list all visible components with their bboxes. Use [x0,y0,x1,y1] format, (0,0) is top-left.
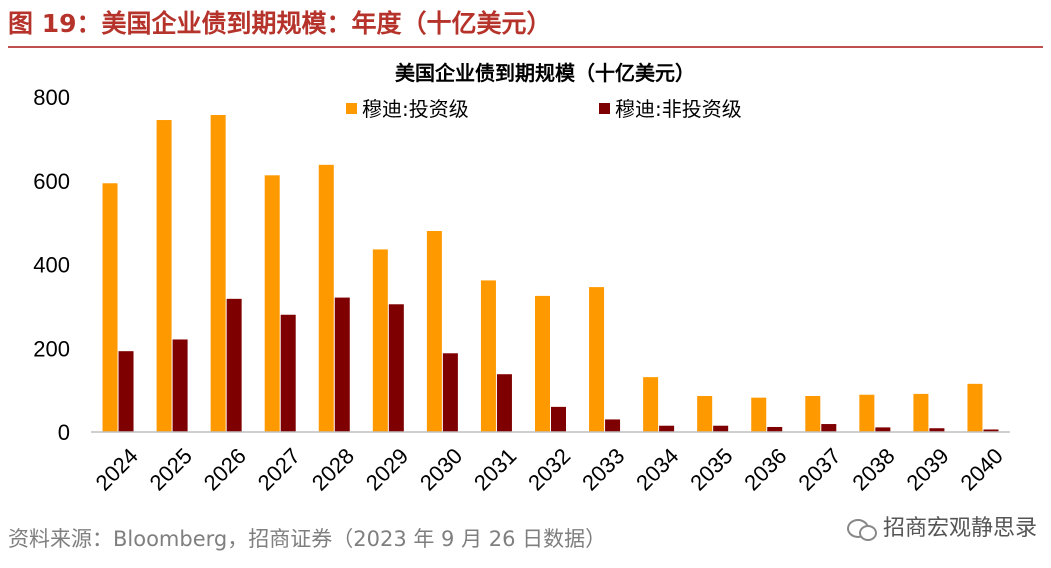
bar-investment-grade [210,115,226,432]
bar-high-yield [713,425,729,432]
bar-high-yield [118,351,134,432]
bar-investment-grade [264,175,280,432]
bar-high-yield [767,426,783,432]
x-tick-label: 2028 [307,443,359,495]
bar-high-yield [388,304,404,432]
bar-high-yield [280,314,296,432]
bar-investment-grade [480,280,496,432]
bar-investment-grade [156,120,172,432]
x-tick-label: 2027 [253,443,305,495]
title-divider [8,46,1043,48]
wechat-icon [846,517,877,541]
bar-investment-grade [372,249,388,432]
y-tick-label: 400 [33,253,70,278]
bars [102,115,999,432]
figure-title: 图 19：美国企业债到期规模：年度（十亿美元） [8,9,552,38]
bar-high-yield [551,406,566,432]
bar-investment-grade [102,183,118,432]
bar-investment-grade [318,164,334,432]
legend-label-high-yield: 穆迪:非投资级 [615,97,742,121]
y-axis: 0 200 400 600 800 [33,85,70,445]
bar-investment-grade [643,377,659,432]
x-axis: 2024 2025 2026 2027 2028 2029 2030 2031 2032 2033… [91,443,1008,495]
source-note: 资料来源：Bloomberg，招商证券（2023 年 9 月 26 日数据） [8,527,607,551]
bar-investment-grade [426,231,442,432]
watermark-text: 招商宏观静思录 [882,516,1037,541]
bar-high-yield [983,429,999,432]
x-tick-label: 2037 [793,443,845,495]
chart-title: 美国企业债到期规模（十亿美元） [395,61,695,85]
legend: 穆迪:投资级 穆迪:非投资级 [346,97,742,121]
x-tick-label: 2035 [685,443,737,495]
bar-investment-grade [805,395,821,432]
bar-investment-grade [697,395,713,432]
bar-investment-grade [589,287,605,432]
bar-high-yield [821,424,837,432]
x-tick-label: 2030 [415,443,467,495]
x-tick-label: 2033 [577,443,629,495]
x-tick-label: 2029 [361,443,413,495]
x-tick-label: 2031 [469,443,521,495]
x-tick-label: 2034 [631,443,683,495]
bar-investment-grade [751,397,767,432]
watermark: 招商宏观静思录 [846,512,1037,546]
x-tick-label: 2025 [145,443,197,495]
legend-label-investment-grade: 穆迪:投资级 [362,97,469,121]
bar-chart: 美国企业债到期规模（十亿美元） 穆迪:投资级 穆迪:非投资级 0 200 400 60… [33,61,1010,495]
bar-high-yield [659,425,675,432]
bar-high-yield [442,353,458,432]
bar-high-yield [496,374,512,432]
bar-high-yield [929,428,945,432]
x-tick-label: 2024 [91,443,143,495]
legend-swatch-high-yield [599,103,610,114]
bar-investment-grade [913,393,929,432]
y-tick-label: 0 [58,420,70,445]
y-tick-label: 600 [33,169,70,194]
x-tick-label: 2026 [199,443,251,495]
bar-high-yield [605,419,621,432]
y-tick-label: 800 [33,85,70,110]
bar-high-yield [172,339,188,432]
x-tick-label: 2038 [847,443,899,495]
bar-investment-grade [535,295,550,432]
legend-swatch-investment-grade [346,103,357,114]
bar-high-yield [226,298,242,432]
x-tick-label: 2040 [956,443,1008,495]
x-tick-label: 2032 [523,443,575,495]
bar-investment-grade [967,383,983,432]
x-tick-label: 2039 [901,443,953,495]
bar-high-yield [334,297,350,432]
bar-high-yield [875,427,891,432]
y-tick-label: 200 [33,336,70,361]
x-tick-label: 2036 [739,443,791,495]
bar-investment-grade [859,394,875,432]
